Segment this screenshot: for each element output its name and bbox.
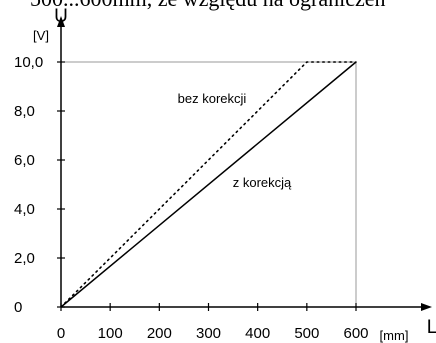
- y-axis-unit: [V]: [33, 28, 49, 43]
- x-axis-ticks: 0 100 200 300 400 500 600: [57, 303, 369, 342]
- y-tick-label: 0: [14, 299, 22, 316]
- x-tick-label: 200: [147, 325, 172, 342]
- y-tick-label: 6,0: [14, 152, 35, 169]
- y-tick-label: 10,0: [14, 54, 43, 71]
- chart-axes: [57, 16, 432, 311]
- chart-series: [60, 61, 357, 308]
- x-tick-label: 100: [98, 325, 123, 342]
- y-tick-label: 2,0: [14, 250, 35, 267]
- y-axis-arrowhead: [57, 16, 65, 27]
- series-label-bez-korekcji: bez korekcji: [178, 91, 247, 106]
- x-tick-label: 0: [57, 325, 65, 342]
- x-tick-label: 500: [294, 325, 319, 342]
- series-line-z-korekcja: [60, 61, 357, 308]
- x-axis-arrowhead: [421, 303, 432, 311]
- x-tick-label: 600: [343, 325, 368, 342]
- x-tick-label: 300: [196, 325, 221, 342]
- cropped-paragraph-text: 500...600mm, ze względu na ograniczen: [30, 0, 436, 12]
- series-label-z-korekcja: z korekcją: [233, 175, 292, 190]
- y-tick-label: 8,0: [14, 103, 35, 120]
- y-tick-label: 4,0: [14, 201, 35, 218]
- x-tick-label: 400: [245, 325, 270, 342]
- y-axis-name: U: [54, 6, 68, 27]
- series-line-bez-korekcji: [60, 61, 357, 308]
- x-axis-name: L: [427, 317, 436, 338]
- y-axis-ticks: 0 2,0 4,0 6,0 8,0 10,0: [14, 54, 65, 316]
- x-axis-unit: [mm]: [380, 328, 409, 343]
